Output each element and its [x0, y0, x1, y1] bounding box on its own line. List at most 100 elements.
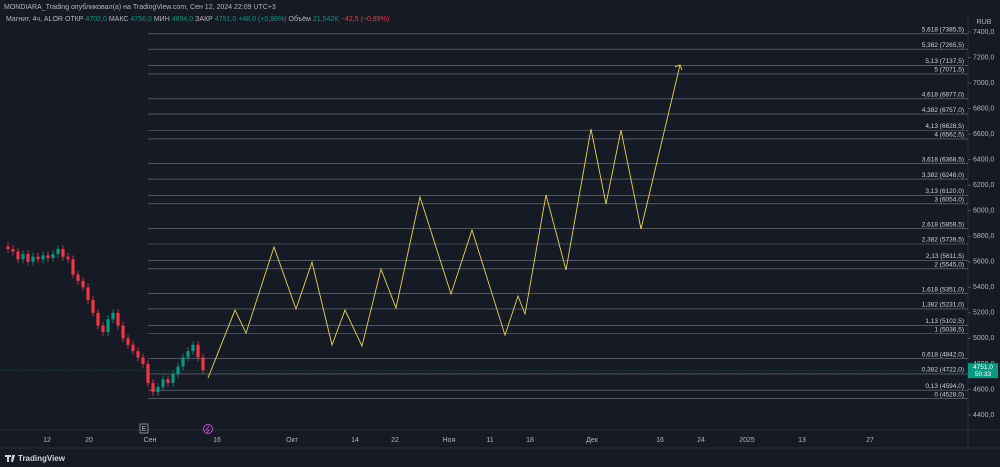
candle-body — [31, 256, 35, 262]
candle-body — [146, 363, 150, 384]
projection-line — [207, 64, 681, 379]
symbol: Магнит, 4ч, ALOR — [6, 16, 63, 23]
candle-body — [76, 274, 80, 281]
y-tick-label: 5600,0 — [973, 259, 995, 266]
candle-body — [26, 254, 30, 262]
candle-body — [136, 351, 140, 358]
candle-body — [41, 255, 45, 260]
candle-body — [51, 254, 55, 258]
price-badge — [968, 363, 998, 379]
y-tick-label: 5400,0 — [973, 284, 995, 291]
y-tick-label: 4400,0 — [973, 412, 995, 419]
candle-body — [156, 386, 160, 393]
candle-body — [101, 325, 105, 333]
y-tick-label: 5200,0 — [973, 310, 995, 317]
fib-label: 4,382 (6757,0) — [922, 107, 964, 114]
fib-label: 2 (5545,0) — [934, 262, 964, 269]
candle-body — [6, 246, 10, 250]
candle-body — [81, 280, 85, 288]
x-tick-label: 11 — [486, 437, 493, 444]
x-tick-label: 16 — [213, 437, 221, 444]
change: +48,0 (+0,98%) — [238, 16, 286, 23]
fib-label: 4,13 (6628,5) — [925, 123, 964, 130]
candle-body — [161, 379, 165, 387]
ohlc-label: МАКС — [109, 16, 129, 23]
dividend-icon[interactable] — [203, 424, 213, 434]
y-tick-label: 6200,0 — [973, 182, 995, 189]
y-tick-label: 6400,0 — [973, 157, 995, 164]
x-tick-label: Окт — [286, 437, 299, 444]
candle-body — [86, 287, 90, 301]
author-line: MONDIARA_Trading опубликовал(а) на Tradi… — [4, 3, 276, 11]
candle-body — [21, 254, 25, 260]
x-tick-label: Ноя — [443, 437, 456, 444]
x-tick-label: 13 — [798, 437, 806, 444]
candle-body — [106, 319, 110, 333]
fib-label: 0,13 (4594,0) — [925, 383, 964, 390]
fib-label: 3 (6054,0) — [934, 197, 964, 204]
candle-body — [166, 379, 170, 384]
fib-label: 1,382 (5231,0) — [922, 302, 964, 309]
ohlc-value: 4702,0 — [85, 16, 107, 23]
y-tick-label: 5000,0 — [973, 335, 995, 342]
ohlc-value: 4751,0 — [215, 16, 237, 23]
event-box[interactable] — [139, 423, 149, 434]
candle-body — [91, 300, 95, 313]
fib-label: 2,382 (5739,5) — [922, 237, 964, 244]
y-tick-label: 5800,0 — [973, 233, 995, 240]
candle-body — [66, 256, 70, 260]
candle-body — [151, 383, 155, 393]
fib-label: 3,382 (6248,0) — [922, 172, 964, 179]
tv-logo — [5, 455, 15, 462]
y-tick-label: 6800,0 — [973, 105, 995, 112]
x-tick-label: 24 — [697, 437, 705, 444]
fib-label: 2,618 (5859,5) — [922, 221, 964, 228]
candle-body — [196, 344, 200, 358]
y-tick-label: 6600,0 — [973, 131, 995, 138]
volume: 21,542K — [313, 16, 339, 23]
candle-body — [176, 366, 180, 375]
candle-body — [131, 344, 135, 352]
candle-body — [181, 357, 185, 367]
y-tick-label: 7000,0 — [973, 80, 995, 87]
ohlc-value: 4694,0 — [172, 16, 194, 23]
x-tick-label: 2025 — [739, 437, 755, 444]
fib-label: 1 (5036,5) — [934, 326, 964, 333]
candle-body — [171, 374, 175, 384]
x-tick-label: 20 — [85, 437, 93, 444]
x-tick-label: 16 — [656, 437, 664, 444]
candle-body — [186, 351, 190, 358]
fib-label: 5 (7071,5) — [934, 67, 964, 74]
currency: RUB — [977, 19, 992, 26]
ohlc-label: ОТКР — [65, 16, 84, 23]
fib-label: 4 (6562,5) — [934, 132, 964, 139]
volume-change: −42,5 (−0,89%) — [341, 16, 389, 23]
fib-label: 4,618 (6877,0) — [922, 91, 964, 98]
fib-label: 1,13 (5102,5) — [925, 318, 964, 325]
x-tick-label: 14 — [351, 437, 359, 444]
fib-label: 0 (4528,0) — [934, 391, 964, 398]
price-badge-label: 4751,0 — [973, 364, 993, 371]
x-tick-label: 18 — [526, 437, 534, 444]
candle-body — [71, 259, 75, 275]
fib-label: 3,618 (6368,5) — [922, 156, 964, 163]
brand: TradingView — [18, 454, 66, 463]
x-tick-label: 27 — [866, 437, 874, 444]
fib-label: 1,618 (5351,0) — [922, 286, 964, 293]
y-tick-label: 6000,0 — [973, 208, 995, 215]
projection-arrow — [674, 64, 683, 71]
candle-body — [16, 251, 20, 260]
event-label[interactable]: E — [142, 426, 147, 433]
candle-body — [121, 325, 125, 339]
candle-body — [36, 256, 40, 260]
fib-label: 5,13 (7137,5) — [925, 58, 964, 65]
candle-body — [56, 249, 60, 255]
y-tick-label: 7200,0 — [973, 54, 995, 61]
candle-body — [126, 338, 130, 345]
fib-label: 5,618 (7385,5) — [922, 27, 964, 34]
price-badge-timer: 50:33 — [975, 371, 992, 378]
candle-body — [96, 312, 100, 326]
x-tick-label: 12 — [43, 437, 51, 444]
fib-label: 5,382 (7265,5) — [922, 42, 964, 49]
